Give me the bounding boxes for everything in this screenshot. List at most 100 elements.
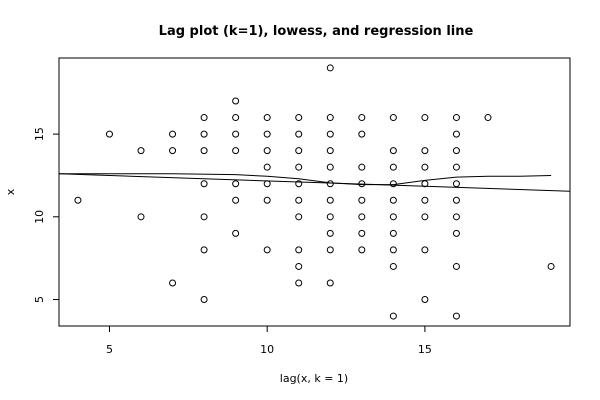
data-point bbox=[200, 246, 208, 254]
data-point bbox=[326, 196, 334, 204]
data-point bbox=[263, 147, 271, 155]
x-tick-label: 5 bbox=[106, 343, 113, 356]
data-point bbox=[326, 180, 334, 188]
data-point bbox=[295, 114, 303, 122]
data-point bbox=[200, 180, 208, 188]
data-point bbox=[452, 312, 460, 320]
data-point bbox=[232, 229, 240, 237]
plot-frame bbox=[58, 57, 571, 327]
data-point bbox=[295, 163, 303, 171]
data-point bbox=[263, 246, 271, 254]
data-point bbox=[295, 180, 303, 188]
data-point bbox=[421, 114, 429, 122]
y-tick-label: 15 bbox=[33, 127, 46, 141]
data-point bbox=[295, 213, 303, 221]
data-point bbox=[200, 130, 208, 138]
data-point bbox=[547, 262, 555, 270]
data-point bbox=[169, 279, 177, 287]
data-point bbox=[295, 262, 303, 270]
data-point bbox=[421, 196, 429, 204]
data-point bbox=[484, 114, 492, 122]
data-point bbox=[452, 262, 460, 270]
y-axis-label: x bbox=[4, 188, 17, 195]
data-point bbox=[358, 163, 366, 171]
data-point bbox=[452, 130, 460, 138]
axes: 5 10 15 5 10 15 bbox=[33, 127, 432, 356]
data-point bbox=[389, 163, 397, 171]
data-point bbox=[326, 229, 334, 237]
data-point bbox=[169, 130, 177, 138]
data-point bbox=[358, 114, 366, 122]
data-point bbox=[295, 196, 303, 204]
data-point bbox=[421, 296, 429, 304]
data-point bbox=[421, 147, 429, 155]
data-point bbox=[389, 213, 397, 221]
data-point bbox=[358, 213, 366, 221]
regression-line bbox=[58, 173, 571, 192]
data-point bbox=[389, 180, 397, 188]
data-point bbox=[137, 213, 145, 221]
data-point bbox=[169, 147, 177, 155]
data-point bbox=[389, 114, 397, 122]
data-point bbox=[326, 213, 334, 221]
x-axis-label: lag(x, k = 1) bbox=[280, 372, 348, 385]
data-point bbox=[295, 279, 303, 287]
data-point bbox=[421, 163, 429, 171]
data-point bbox=[389, 196, 397, 204]
data-point bbox=[452, 163, 460, 171]
data-point bbox=[452, 114, 460, 122]
chart-title: Lag plot (k=1), lowess, and regression l… bbox=[159, 24, 474, 39]
plot-marks bbox=[58, 64, 571, 320]
data-point bbox=[295, 130, 303, 138]
data-point bbox=[232, 196, 240, 204]
data-point bbox=[326, 147, 334, 155]
data-point bbox=[452, 229, 460, 237]
data-point bbox=[452, 180, 460, 188]
data-point bbox=[326, 163, 334, 171]
data-point bbox=[200, 213, 208, 221]
data-point bbox=[263, 130, 271, 138]
data-point bbox=[452, 196, 460, 204]
data-point bbox=[295, 147, 303, 155]
data-point bbox=[421, 246, 429, 254]
data-point bbox=[200, 114, 208, 122]
data-point bbox=[232, 130, 240, 138]
data-point bbox=[358, 229, 366, 237]
data-point bbox=[105, 130, 113, 138]
data-point bbox=[358, 130, 366, 138]
data-point bbox=[263, 114, 271, 122]
data-point bbox=[389, 246, 397, 254]
data-point bbox=[200, 296, 208, 304]
x-tick-label: 15 bbox=[418, 343, 432, 356]
x-tick-label: 10 bbox=[260, 343, 274, 356]
data-point bbox=[137, 147, 145, 155]
data-point bbox=[232, 147, 240, 155]
data-point bbox=[74, 196, 82, 204]
data-point bbox=[326, 114, 334, 122]
data-point bbox=[232, 180, 240, 188]
data-point bbox=[200, 147, 208, 155]
data-point bbox=[263, 196, 271, 204]
data-point bbox=[452, 147, 460, 155]
data-point bbox=[263, 163, 271, 171]
data-point bbox=[232, 114, 240, 122]
lowess-line bbox=[59, 173, 552, 186]
data-point bbox=[326, 246, 334, 254]
data-point bbox=[389, 147, 397, 155]
data-point bbox=[232, 97, 240, 105]
data-point bbox=[326, 64, 334, 72]
data-point bbox=[389, 312, 397, 320]
data-point bbox=[326, 130, 334, 138]
data-point bbox=[389, 229, 397, 237]
y-tick-label: 10 bbox=[33, 210, 46, 224]
data-point bbox=[358, 246, 366, 254]
data-point bbox=[389, 262, 397, 270]
data-point bbox=[452, 213, 460, 221]
y-tick-label: 5 bbox=[33, 296, 46, 303]
data-point bbox=[295, 246, 303, 254]
data-point bbox=[421, 213, 429, 221]
data-point bbox=[263, 180, 271, 188]
data-point bbox=[358, 196, 366, 204]
data-point bbox=[326, 279, 334, 287]
